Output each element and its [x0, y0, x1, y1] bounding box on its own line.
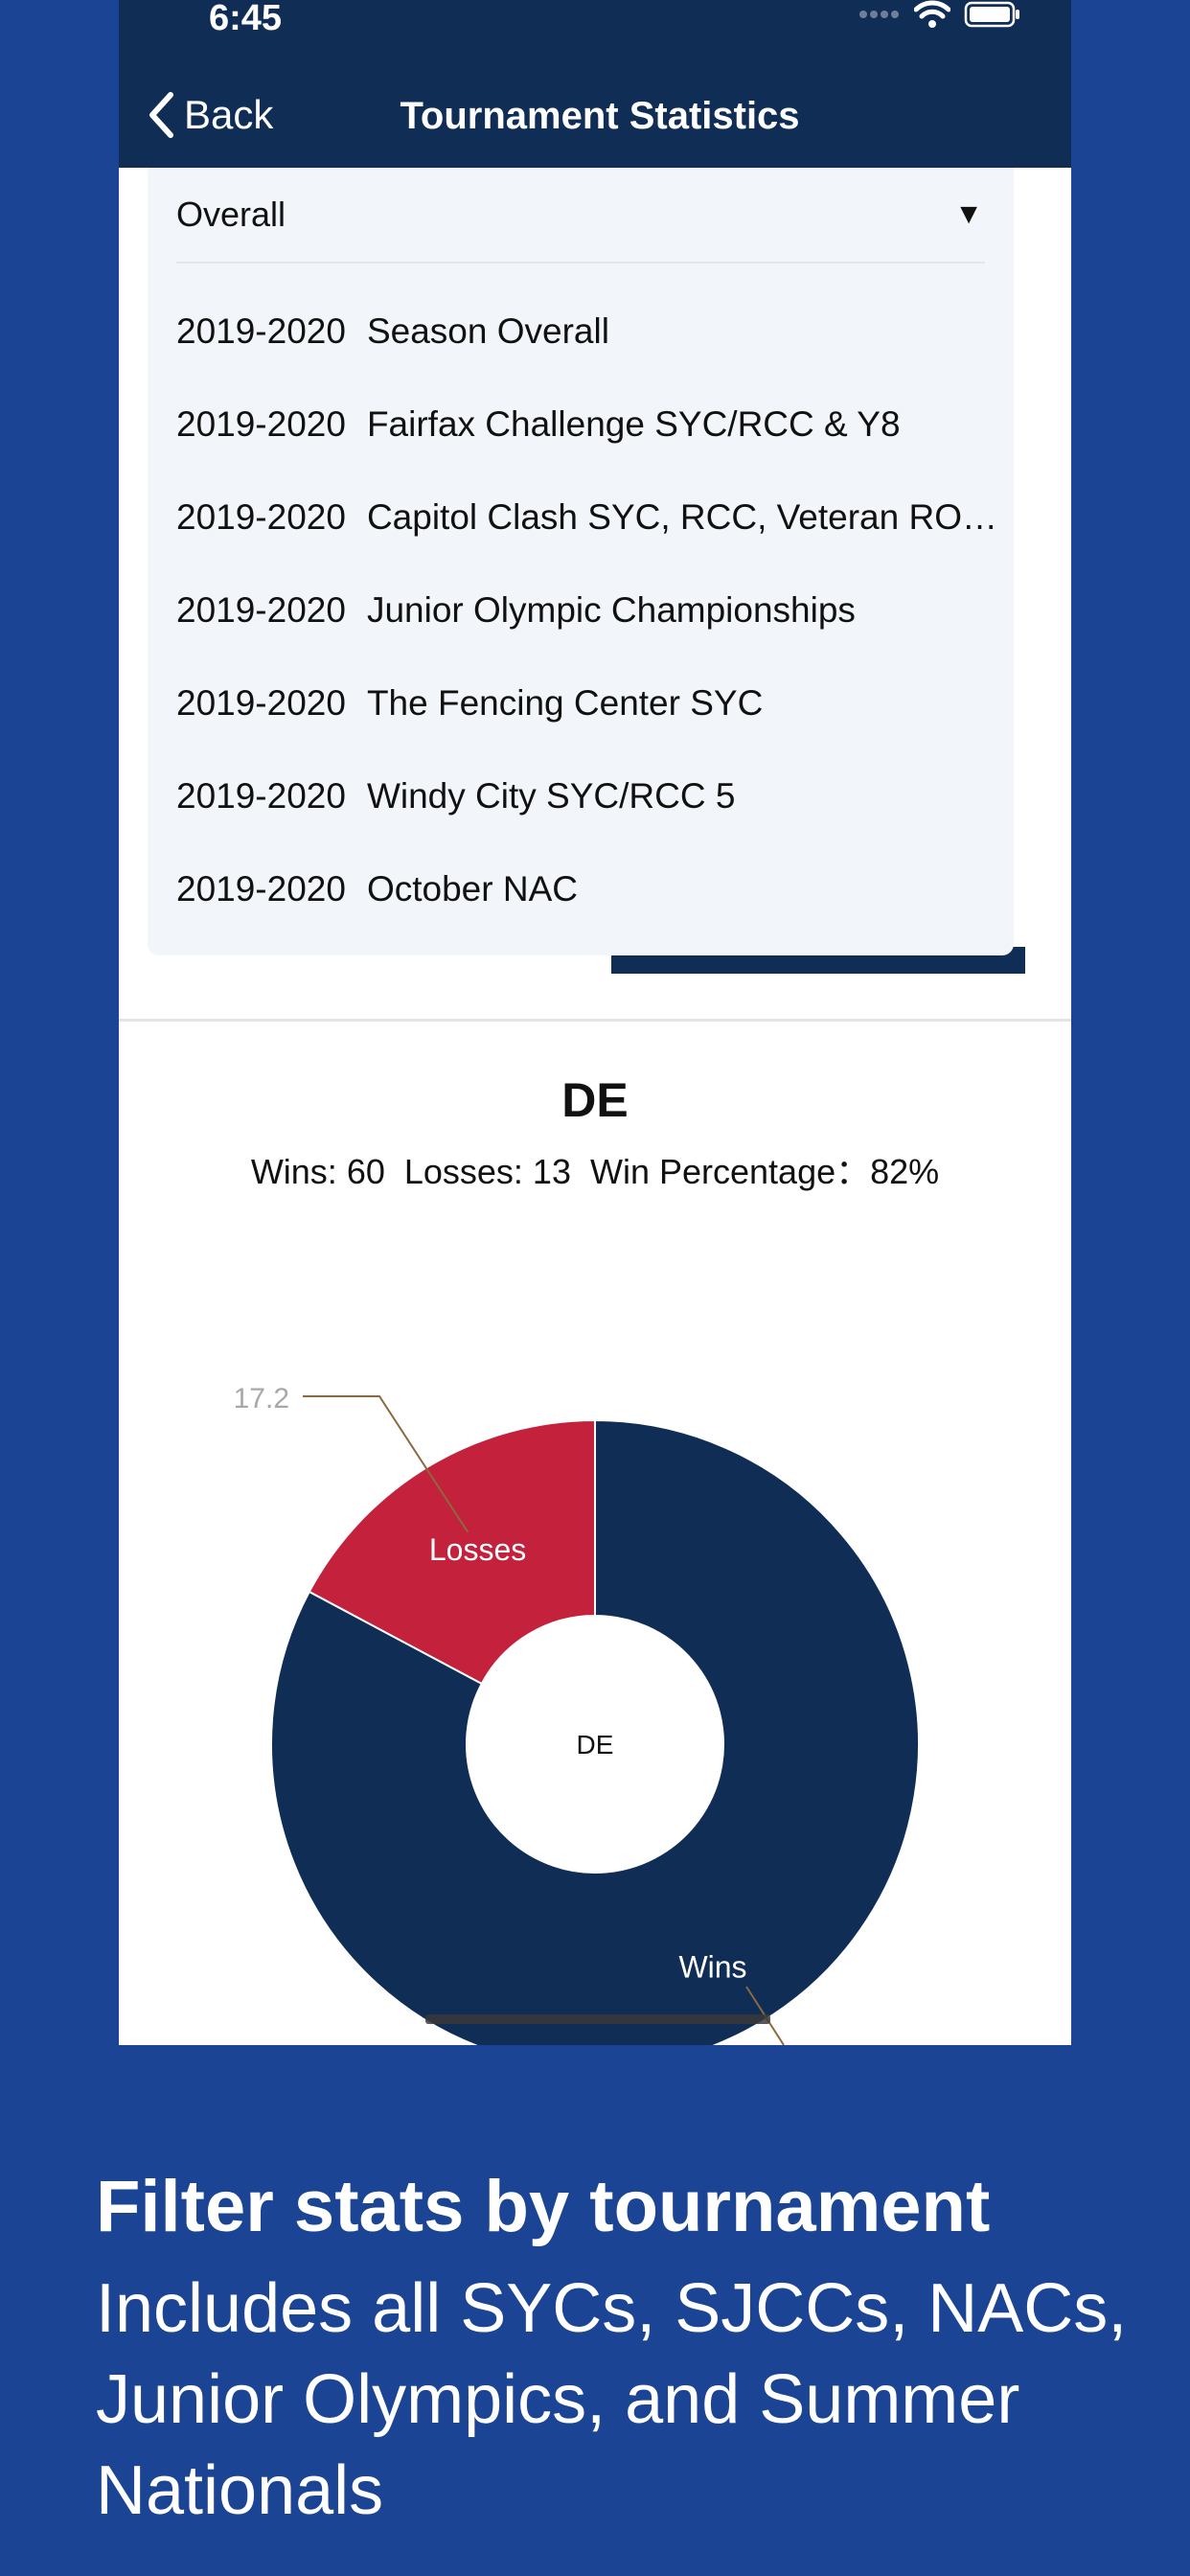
slice-label-wins: Wins	[678, 1949, 746, 1984]
option-name: Junior Olympic Championships	[366, 589, 856, 630]
dropdown-option[interactable]: 2019-2020 Fairfax Challenge SYC/RCC & Y8	[176, 378, 1014, 471]
dropdown-option[interactable]: 2019-2020 Capitol Clash SYC, RCC, Vetera…	[176, 471, 1014, 564]
back-button[interactable]: Back	[148, 88, 273, 142]
app-screen: 6:45 Back Tourn	[119, 0, 1071, 2045]
slice-label-losses: Losses	[429, 1532, 526, 1567]
page-title: Tournament Statistics	[400, 95, 800, 137]
option-year: 2019-2020	[176, 868, 346, 908]
dropdown-option[interactable]: 2019-2020 Season Overall	[176, 285, 1014, 378]
callout-line-losses	[303, 1395, 469, 1533]
back-label: Back	[184, 92, 274, 137]
battery-icon	[964, 1, 1019, 28]
dropdown-option[interactable]: 2019-2020 Junior Olympic Championships	[176, 564, 1014, 656]
option-name: The Fencing Center SYC	[366, 682, 764, 723]
scroll-indicator[interactable]	[425, 2014, 770, 2024]
option-year: 2019-2020	[176, 310, 346, 351]
chart-title: DE	[561, 1073, 629, 1127]
callout-value-losses: 17.2	[234, 1383, 289, 1414]
wifi-icon	[914, 0, 950, 28]
dropdown-option[interactable]: 2019-2020 The Fencing Center SYC	[176, 656, 1014, 749]
signal-icon	[859, 11, 899, 18]
option-year: 2019-2020	[176, 403, 346, 444]
dropdown-option[interactable]: 2019-2020 October NAC	[176, 842, 1014, 935]
donut-center-label: DE	[577, 1730, 614, 1760]
win-loss-summary: Wins: 60 Losses: 13 Win Percentage：82%	[250, 1152, 940, 1191]
caption-title: Filter stats by tournament	[96, 2166, 991, 2247]
option-name: Season Overall	[366, 310, 609, 351]
option-name: Windy City SYC/RCC 5	[366, 775, 736, 816]
navigation-bar: 6:45 Back Tourn	[119, 0, 1071, 168]
donut-chart: Losses Wins DE 17.2	[234, 1383, 920, 2045]
slice-losses	[308, 1418, 596, 1686]
tournament-dropdown[interactable]: Overall ▼ 2019-2020 Season Overall 2019-…	[148, 168, 1014, 955]
option-name: October NAC	[366, 868, 578, 908]
dropdown-option[interactable]: 2019-2020 Windy City SYC/RCC 5	[176, 749, 1014, 842]
option-year: 2019-2020	[176, 775, 346, 816]
caret-down-icon: ▼	[954, 198, 983, 230]
option-year: 2019-2020	[176, 682, 346, 723]
chevron-left-icon	[149, 92, 173, 138]
status-icons	[858, 0, 1021, 29]
slice-wins	[270, 1418, 920, 2045]
selected-label: Overall	[176, 195, 286, 234]
section-divider	[119, 1019, 1071, 1022]
option-year: 2019-2020	[176, 589, 346, 630]
option-year: 2019-2020	[176, 496, 346, 537]
caption-body: Includes all SYCs, SJCCs, NACs, Junior O…	[96, 2270, 1128, 2529]
dropdown-selected-value[interactable]: Overall ▼	[176, 168, 985, 264]
option-name: Fairfax Challenge SYC/RCC & Y8	[366, 403, 901, 444]
status-time: 6:45	[209, 0, 283, 38]
dropdown-option-list: 2019-2020 Season Overall 2019-2020 Fairf…	[176, 311, 1014, 981]
option-name: Capitol Clash SYC, RCC, Veteran ROC...	[366, 496, 1014, 537]
